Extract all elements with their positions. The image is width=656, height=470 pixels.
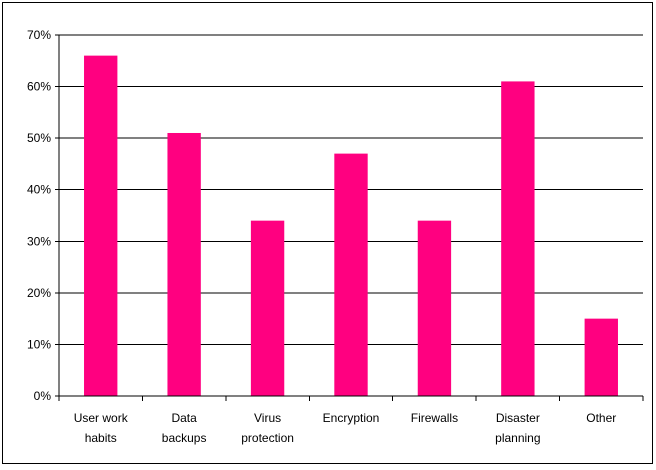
bar-chart: 0% 10% 20% 30% 40% 50% 60% 70% User work habits Da…	[27, 28, 644, 445]
y-tick-label: 0%	[34, 389, 52, 403]
x-tick-label: Encryption	[323, 411, 380, 425]
y-tick-label: 40%	[27, 183, 51, 197]
bar	[167, 132, 201, 396]
chart-frame: 0% 10% 20% 30% 40% 50% 60% 70% User work habits Da…	[2, 2, 653, 464]
x-tick-label: Other	[586, 411, 616, 425]
y-tick-label: 50%	[27, 131, 51, 145]
y-tick-label: 60%	[27, 80, 51, 94]
y-tick-label: 10%	[27, 337, 51, 351]
y-tick-label: 30%	[27, 234, 51, 248]
x-tick-label: User work habits	[74, 411, 129, 445]
y-tick-label: 20%	[27, 286, 51, 300]
bar	[84, 55, 118, 396]
y-tick-label: 70%	[27, 28, 51, 42]
x-tick-label: Disaster planning	[495, 411, 540, 445]
x-tick-label: Firewalls	[411, 411, 458, 425]
bar	[250, 220, 285, 396]
bar	[584, 318, 618, 396]
bar	[417, 220, 452, 396]
x-tick-label: Data backups	[162, 411, 207, 445]
bar	[334, 153, 368, 396]
x-tick-label: Virus protection	[241, 411, 294, 445]
bar	[501, 81, 535, 397]
